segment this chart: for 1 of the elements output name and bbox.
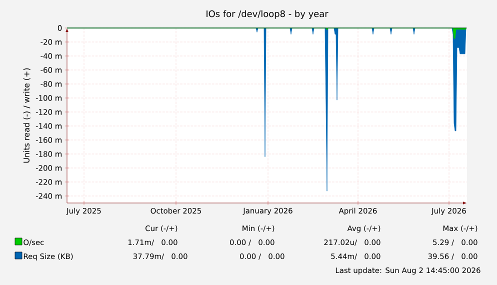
chart-title: IOs for /dev/loop8 - by year: [206, 10, 328, 19]
